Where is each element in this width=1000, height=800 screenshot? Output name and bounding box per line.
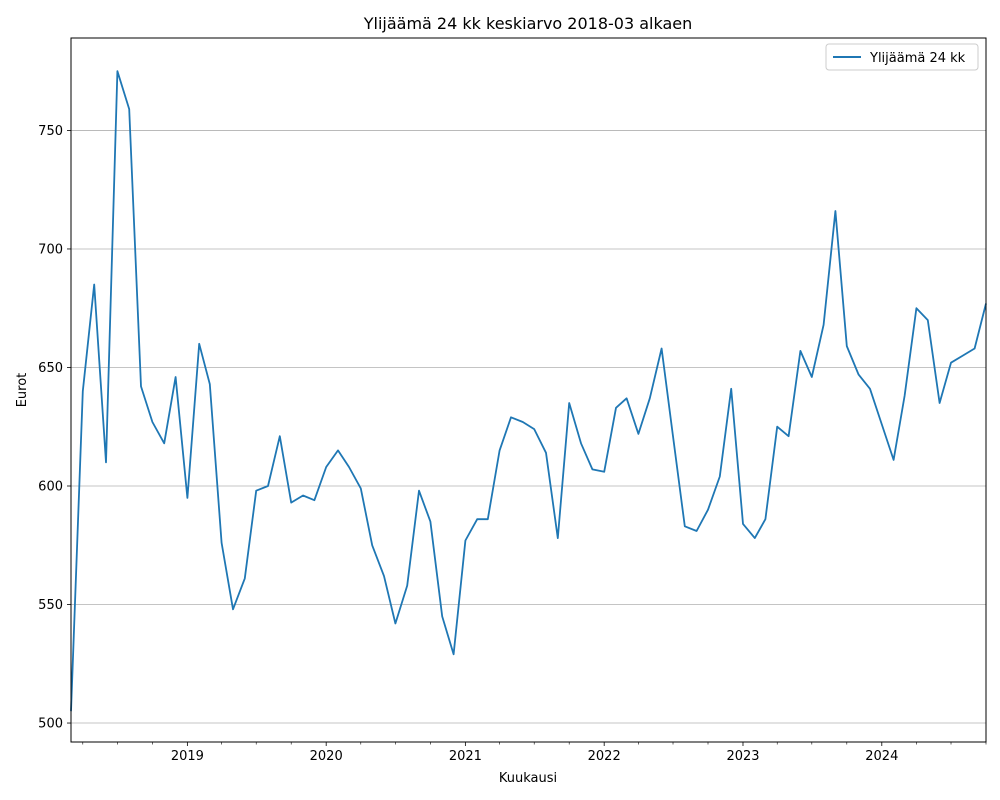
y-tick-label: 600 <box>38 480 63 495</box>
y-tick-label: 750 <box>38 124 63 139</box>
series-line-ylijaama-24kk <box>70 70 987 712</box>
x-tick-label: 2020 <box>310 749 343 764</box>
x-tick-label: 2022 <box>588 749 621 764</box>
y-tick-label: 700 <box>38 242 63 257</box>
y-gridlines <box>71 130 986 724</box>
x-axis-label: Kuukausi <box>499 771 557 786</box>
series-layer <box>70 70 987 712</box>
chart-title: Ylijäämä 24 kk keskiarvo 2018-03 alkaen <box>363 14 693 33</box>
y-axis-ticks: 500 550 600 650 700 750 <box>38 124 71 732</box>
y-tick-label: 500 <box>38 717 63 732</box>
x-axis-ticks: 2019 2020 2021 2022 2023 2024 <box>82 742 987 764</box>
x-tick-label: 2019 <box>171 749 204 764</box>
y-tick-label: 650 <box>38 361 63 376</box>
x-tick-label: 2023 <box>726 749 759 764</box>
legend: Ylijäämä 24 kk <box>825 43 979 71</box>
y-tick-label: 550 <box>38 598 63 613</box>
legend-label: Ylijäämä 24 kk <box>869 51 966 66</box>
x-tick-label: 2021 <box>449 749 482 764</box>
x-tick-label: 2024 <box>865 749 898 764</box>
legend-box <box>825 43 979 71</box>
plot-frame <box>70 37 987 743</box>
y-axis-label: Eurot <box>15 373 30 408</box>
